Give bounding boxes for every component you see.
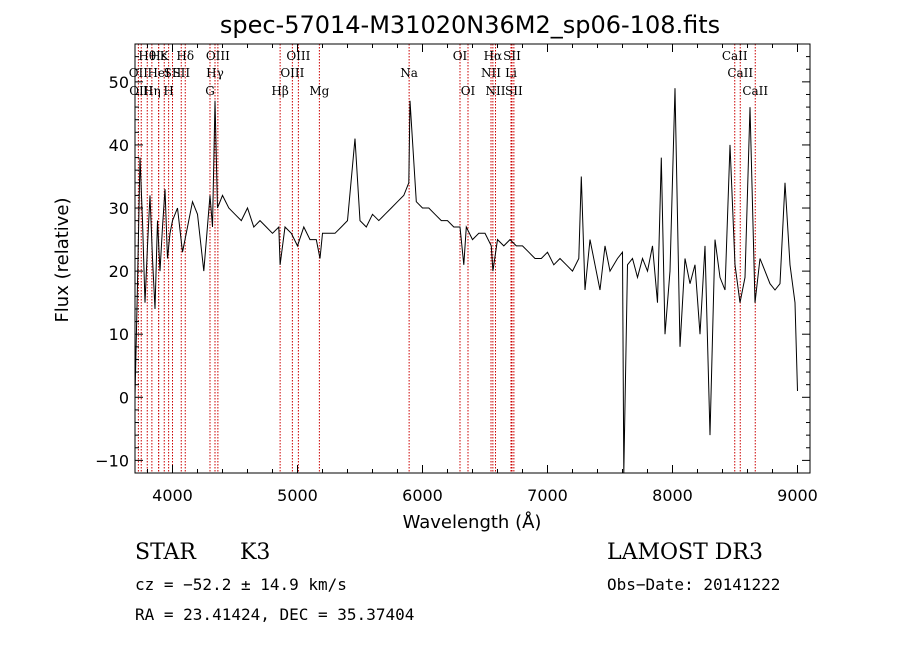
line-marker-label: HeI bbox=[147, 66, 170, 80]
line-marker-label: OIII bbox=[286, 49, 310, 63]
velocity-readout: cz = −52.2 ± 14.9 km/s bbox=[135, 575, 347, 594]
line-marker-label: Hγ bbox=[206, 66, 224, 80]
x-tick-label: 6000 bbox=[402, 486, 443, 505]
y-tick-label: 10 bbox=[109, 325, 129, 344]
line-marker-label: Hθ bbox=[138, 49, 156, 63]
line-marker-label: Hη bbox=[143, 84, 161, 98]
line-marker-label: NII bbox=[486, 84, 506, 98]
x-tick-label: 5000 bbox=[277, 486, 318, 505]
y-tick-label: 20 bbox=[109, 262, 129, 281]
y-tick-label: 50 bbox=[109, 73, 129, 92]
line-marker-label: G bbox=[205, 84, 215, 98]
object-subclass: K3 bbox=[240, 540, 271, 565]
emission-line-labels: HθOIIOIIIHηHεHeIKSIIHHδSIIOIIIHγGOIIIOII… bbox=[129, 49, 769, 98]
x-tick-label: 4000 bbox=[152, 486, 193, 505]
plot-frame bbox=[134, 43, 811, 474]
line-marker-label: NII bbox=[481, 66, 501, 80]
emission-line-markers bbox=[137, 44, 756, 473]
x-axis-label: Wavelength (Å) bbox=[403, 511, 542, 533]
chart-title: spec-57014-M31020N36M2_sp06-108.fits bbox=[220, 11, 720, 39]
spectrum-series-line bbox=[134, 88, 798, 474]
line-marker-label: Hβ bbox=[271, 84, 288, 98]
line-marker-label: OI bbox=[453, 49, 468, 63]
line-marker-label: H bbox=[163, 84, 173, 98]
line-marker-label: OI bbox=[461, 84, 476, 98]
line-marker-label: SII bbox=[505, 84, 523, 98]
line-marker-label: OII bbox=[129, 66, 149, 80]
line-marker-label: Li bbox=[505, 66, 517, 80]
coordinates-readout: RA = 23.41424, DEC = 35.37404 bbox=[135, 605, 415, 624]
y-tick-label: 0 bbox=[119, 388, 129, 407]
x-tick-label: 9000 bbox=[777, 486, 818, 505]
y-axis-ticks: −10 0 10 20 30 40 50 bbox=[95, 56, 810, 470]
line-marker-label: OIII bbox=[206, 49, 230, 63]
survey-name: LAMOST DR3 bbox=[607, 540, 763, 565]
line-marker-label: CaII bbox=[742, 84, 768, 98]
obs-date: Obs−Date: 20141222 bbox=[607, 575, 781, 594]
line-marker-label: SII bbox=[503, 49, 521, 63]
line-marker-label: CaII bbox=[722, 49, 748, 63]
x-axis-ticks: 4000 5000 6000 7000 8000 9000 bbox=[147, 44, 818, 505]
line-marker-label: CaII bbox=[727, 66, 753, 80]
object-class: STAR bbox=[135, 540, 196, 565]
line-marker-label: Mg bbox=[309, 84, 329, 98]
x-tick-label: 8000 bbox=[652, 486, 693, 505]
y-axis-label: Flux (relative) bbox=[52, 197, 73, 322]
line-marker-label: Hε bbox=[150, 49, 167, 63]
x-tick-label: 7000 bbox=[527, 486, 568, 505]
y-tick-label: −10 bbox=[95, 451, 129, 470]
line-marker-label: SII bbox=[172, 66, 190, 80]
line-marker-label: SII bbox=[164, 66, 182, 80]
line-marker-label: Na bbox=[400, 66, 418, 80]
line-marker-label: Hα bbox=[484, 49, 503, 63]
y-tick-label: 30 bbox=[109, 199, 129, 218]
line-marker-label: K bbox=[160, 49, 170, 63]
y-tick-label: 40 bbox=[109, 136, 129, 155]
line-marker-label: OIII bbox=[280, 66, 304, 80]
line-marker-label: Hδ bbox=[176, 49, 194, 63]
